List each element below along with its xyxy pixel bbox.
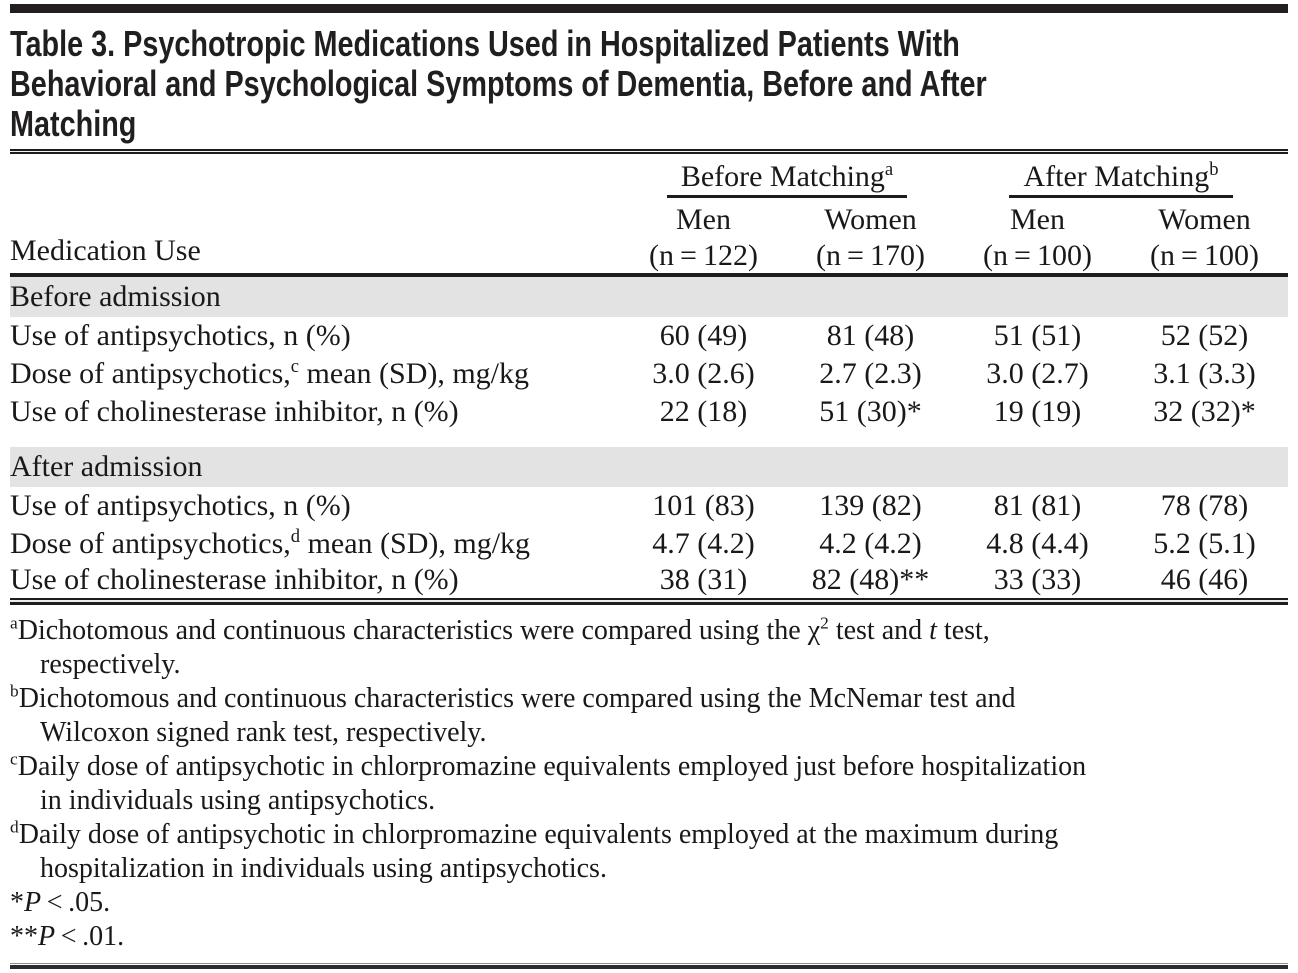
header-rule [10,273,1288,277]
cell-value: 4.2 (4.2) [819,527,922,560]
cell-value: 3.1 (3.3) [1153,357,1256,390]
cell-value: 82 (48)** [811,563,930,596]
footnote-line: dDaily dose of antipsychotic in chlorpro… [10,817,1059,850]
sex-label: Men [1010,203,1065,236]
row-label: Dose of antipsychotics,c mean (SD), mg/k… [10,356,530,390]
cell-value: 5.2 (5.1) [1153,527,1256,560]
group-footnote-marker: a [884,159,894,180]
table-row: Dose of antipsychotics,c mean (SD), mg/k… [10,355,1288,393]
group-subcolumns: Men (n = 122) Women (n = 170) [620,198,954,273]
footnote-line: in individuals using antipsychotics. [40,785,436,816]
table-title-line: Behavioral and Psychological Symptoms of… [10,63,987,104]
sample-size-label: (n = 100) [1150,239,1259,272]
row-label: Use of antipsychotics, n (%) [10,489,351,522]
table-row: Use of cholinesterase inhibitor, n (%) 3… [10,563,1288,596]
table-title: Table 3. Psychotropic Medications Used i… [10,24,1288,144]
cell-value: 51 (30)* [819,395,922,428]
section-header-after-admission: After admission [10,447,1288,487]
footnote-line-p05: *P < .05. [10,887,111,918]
table-row: Use of cholinesterase inhibitor, n (%) 2… [10,393,1288,431]
footnote-line: respectively. [40,649,181,680]
group-subcolumns: Men (n = 100) Women (n = 100) [954,198,1288,273]
paper-table-page: Table 3. Psychotropic Medications Used i… [0,4,1298,969]
cell-value: 3.0 (2.6) [652,357,755,390]
group-header-before-matching: Before Matchinga Men (n = 122) Women (n … [620,160,954,273]
section-label: After admission [10,450,203,483]
cell-value: 32 (32)* [1153,395,1256,428]
table-title-line: Table 3. Psychotropic Medications Used i… [10,23,960,64]
section-label: Before admission [10,280,221,313]
top-accent-bar [10,4,1288,13]
table-header: Medication Use Before Matchinga Men (n =… [10,154,1288,273]
cell-value: 81 (48) [826,319,915,352]
group-spanner: After Matchingb [1009,159,1233,198]
table-title-line: Matching [10,103,137,144]
group-footnote-marker: b [1209,159,1219,180]
row-label: Use of antipsychotics, n (%) [10,319,351,352]
bottom-border-rule [10,963,1288,969]
sample-size-label: (n = 170) [816,239,925,272]
cell-value: 60 (49) [659,319,748,352]
sex-label: Women [1158,203,1251,236]
table-row: Use of antipsychotics, n (%) 101 (83) 13… [10,487,1288,525]
cell-value: 3.0 (2.7) [986,357,1089,390]
row-label: Use of cholinesterase inhibitor, n (%) [10,395,459,428]
sample-size-label: (n = 100) [983,239,1092,272]
cell-value: 4.7 (4.2) [652,527,755,560]
group-header-after-matching: After Matchingb Men (n = 100) Women (n =… [954,160,1288,273]
table-row: Use of antipsychotics, n (%) 60 (49) 81 … [10,317,1288,355]
cell-value: 4.8 (4.4) [986,527,1089,560]
footnote-line: bDichotomous and continuous characterist… [10,681,1016,714]
cell-value: 78 (78) [1160,489,1249,522]
section-header-before-admission: Before admission [10,277,1288,317]
cell-value: 19 (19) [993,395,1082,428]
cell-value: 51 (51) [993,319,1082,352]
cell-value: 22 (18) [659,395,748,428]
column-header-after-men: Men (n = 100) [954,198,1121,273]
cell-value: 46 (46) [1160,563,1249,596]
footnote-line: Wilcoxon signed rank test, respectively. [40,717,487,748]
footnote-line: cDaily dose of antipsychotic in chlorpro… [10,749,1087,782]
group-spanner: Before Matchinga [666,159,908,198]
row-label: Use of cholinesterase inhibitor, n (%) [10,563,459,596]
footnote-line: aDichotomous and continuous characterist… [10,613,990,646]
cell-value: 139 (82) [819,489,922,522]
cell-value: 81 (81) [993,489,1082,522]
section-gap [10,431,1288,447]
cell-value: 33 (33) [993,563,1082,596]
column-header-before-men: Men (n = 122) [620,198,787,273]
group-label: After Matching [1023,160,1210,193]
sex-label: Men [676,203,731,236]
footnote-line: hospitalization in individuals using ant… [40,853,607,884]
sample-size-label: (n = 122) [649,239,758,272]
cell-value: 101 (83) [652,489,755,522]
footnotes: aDichotomous and continuous characterist… [10,614,1288,954]
table-bottom-rule [10,598,1288,605]
footnote-line-p01: **P < .01. [10,921,125,952]
row-label: Dose of antipsychotics,d mean (SD), mg/k… [10,526,531,560]
table-row: Dose of antipsychotics,d mean (SD), mg/k… [10,525,1288,563]
group-label: Before Matching [680,160,885,193]
column-header-before-women: Women (n = 170) [787,198,954,273]
cell-value: 38 (31) [659,563,748,596]
cell-value: 52 (52) [1160,319,1249,352]
column-header-after-women: Women (n = 100) [1121,198,1288,273]
sex-label: Women [824,203,917,236]
title-divider-rule [10,149,1288,154]
column-header-medication-use: Medication Use [10,234,201,267]
cell-value: 2.7 (2.3) [819,357,922,390]
